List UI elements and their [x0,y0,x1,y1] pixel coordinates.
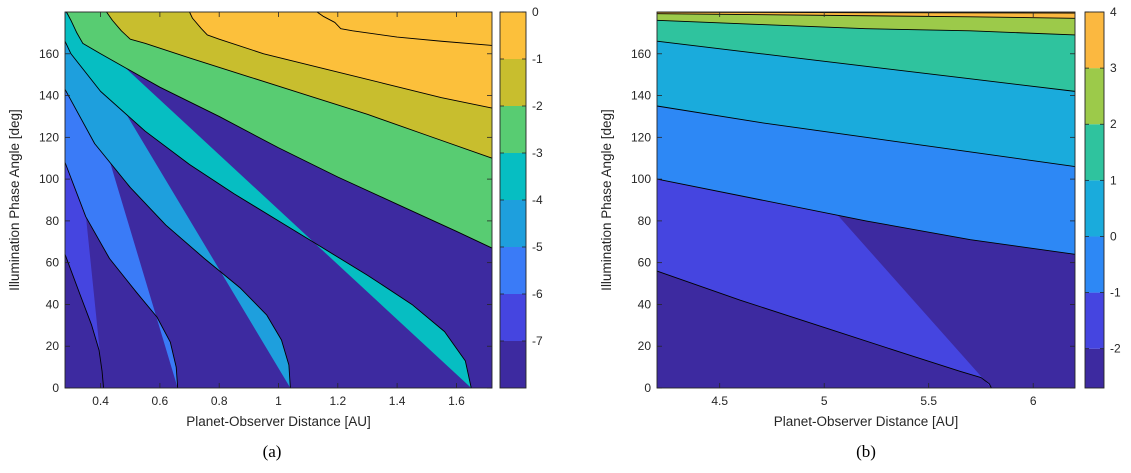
colorbar-tick-label: 0 [1110,229,1117,243]
colorbar: -2 -1 0 1 2 3 4 [1084,5,1121,389]
colorbar-tick-label: -1 [1110,286,1121,300]
colorbar-tick-label: 4 [1110,5,1117,19]
y-tick-label: 120 [39,130,59,144]
contour-line [64,162,179,389]
contour-line [656,13,1076,19]
contour-line [656,105,1076,168]
y-tick-label: 80 [46,214,60,228]
axes-frame [656,11,1076,389]
contour-fill-region [65,12,492,388]
x-tick-label: 1.6 [448,394,465,408]
y-tick-label: 20 [638,339,652,353]
y-tick-label: 60 [638,256,652,270]
contour-line [189,11,493,109]
x-tick-label: 1.4 [389,394,406,408]
y-axis-label: Illumination Phase Angle [deg] [599,109,614,291]
colorbar-band [500,153,526,200]
contour-line [64,254,104,389]
colorbar-band [500,341,526,388]
y-tick-label: 40 [46,297,60,311]
colorbar-tick-label: -5 [532,240,543,254]
colorbar-band [500,59,526,106]
colorbar-tick-label: -2 [532,99,543,113]
panel-caption: (a) [263,442,282,461]
x-axis-ticks: 0.4 0.6 0.8 1 1.2 1.4 1.6 [92,12,465,408]
contour-fill-region [657,12,1075,388]
contour-line [64,41,472,389]
panel-a: 0.4 0.6 0.8 1 1.2 1.4 1.6 0 20 40 60 80 100 120 140 16… [7,5,543,461]
colorbar-band [1085,124,1104,181]
contour-line [656,19,1076,36]
colorbar-tick-label: 2 [1110,117,1117,131]
contour-lines [64,11,493,389]
colorbar-band [500,12,526,59]
y-tick-label: 120 [631,130,651,144]
contour-fill-level [65,12,472,388]
contour-line [656,40,1076,92]
colorbar-tick-label: 0 [532,5,539,19]
x-tick-label: 5.5 [920,394,937,408]
colorbar-tick-label: -6 [532,287,543,301]
colorbar-band [500,200,526,247]
x-axis-label: Planet-Observer Distance [AU] [186,414,371,429]
colorbar: -7 -6 -5 -4 -3 -2 -1 0 [499,5,543,389]
y-tick-label: 100 [39,172,59,186]
y-tick-label: 0 [52,381,59,395]
contour-line [106,11,493,159]
colorbar-tick-label: -2 [1110,342,1121,356]
x-tick-label: 1.2 [329,394,346,408]
y-axis-ticks: 0 20 40 60 80 100 120 140 160 [631,47,1075,395]
y-tick-label: 140 [39,89,59,103]
colorbar-tick-label: -3 [532,146,543,160]
x-tick-label: 5 [821,394,828,408]
y-tick-label: 160 [631,47,651,61]
colorbar-band [500,294,526,341]
y-axis-label: Illumination Phase Angle [deg] [7,109,22,291]
colorbar-frame [1084,11,1105,389]
x-axis-label: Planet-Observer Distance [AU] [774,414,959,429]
y-tick-label: 60 [46,256,60,270]
x-axis-ticks: 4.5 5 5.5 6 [711,12,1037,408]
y-tick-label: 140 [631,89,651,103]
contour-fill-level [65,12,492,109]
colorbar-band [1085,236,1104,293]
colorbar-band [1085,348,1104,388]
y-tick-label: 100 [631,172,651,186]
colorbar-band [1085,292,1104,349]
y-tick-label: 80 [638,214,652,228]
contour-line [66,11,493,249]
y-axis-ticks: 0 20 40 60 80 100 120 140 160 [39,47,492,395]
colorbar-band [500,106,526,153]
x-tick-label: 1 [275,394,282,408]
contour-line [656,270,992,389]
colorbar-tick-label: 3 [1110,61,1117,75]
x-tick-label: 6 [1030,394,1037,408]
x-tick-label: 0.4 [92,394,109,408]
panel-caption: (b) [856,442,876,461]
colorbar-band [1085,12,1104,69]
x-tick-label: 0.8 [211,394,228,408]
colorbar-band [1085,180,1104,237]
colorbar-tick-label: -1 [532,52,543,66]
y-tick-label: 20 [46,339,60,353]
colorbar-tick-label: 1 [1110,173,1117,187]
contour-fill-level [657,12,1075,35]
colorbar-tick-label: -4 [532,193,543,207]
contour-line [656,178,1076,255]
x-tick-label: 4.5 [711,394,728,408]
y-tick-label: 40 [638,297,652,311]
y-tick-label: 160 [39,47,59,61]
y-tick-label: 0 [644,381,651,395]
contour-line [64,89,291,389]
contour-line [316,11,493,46]
x-tick-label: 0.6 [152,394,169,408]
colorbar-tick-label: -7 [532,334,543,348]
colorbar-band [500,247,526,294]
colorbar-band [1085,68,1104,125]
contour-fill-level [657,12,1075,92]
